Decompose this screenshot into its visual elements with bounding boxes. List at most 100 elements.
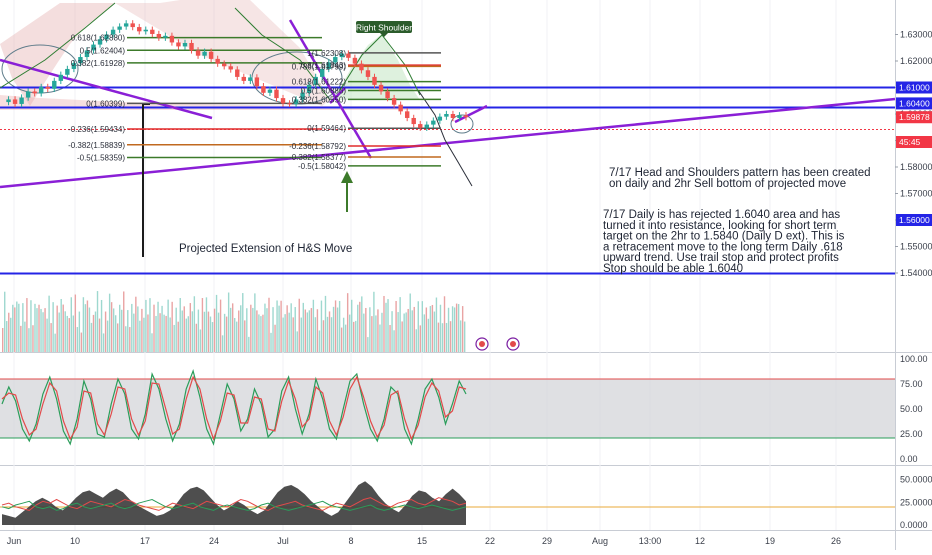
- volume-bar: [135, 296, 137, 352]
- volume-bar: [300, 317, 302, 352]
- candle-body: [19, 97, 24, 104]
- indicator-icon-2[interactable]: [506, 337, 520, 351]
- volume-bar: [38, 304, 40, 352]
- time-axis-label: 8: [348, 536, 353, 546]
- volume-bar: [463, 321, 466, 352]
- volume-bar: [244, 320, 246, 352]
- volume-bar: [211, 322, 214, 352]
- volume-bar: [213, 308, 216, 352]
- volume-bar: [28, 328, 30, 352]
- volume-bar: [304, 309, 307, 352]
- candle-body: [300, 92, 305, 100]
- volume-bar: [248, 336, 250, 352]
- fib-label-right: 0.382(1.60550): [292, 95, 347, 104]
- volume-bar: [447, 307, 450, 352]
- volume-bar: [84, 304, 87, 352]
- volume-bar: [22, 303, 24, 352]
- volume-bar: [225, 316, 228, 352]
- candle-body: [450, 114, 456, 118]
- volume-bar: [425, 307, 428, 352]
- candle-body: [130, 23, 135, 28]
- volume-bar: [314, 317, 317, 352]
- price-label-tag: 1.60400: [896, 97, 932, 110]
- note-line-daily: turned it into resistance, looking for s…: [603, 220, 836, 232]
- volume-bar: [112, 308, 115, 352]
- volume-bar: [98, 318, 101, 352]
- candle-body: [150, 29, 155, 34]
- candle-body: [411, 117, 416, 125]
- hs-outline-left: [0, 2, 116, 89]
- volume-bar: [34, 303, 36, 352]
- fib-label-left: -0.382(1.58839): [68, 141, 125, 150]
- volume-bar: [348, 314, 351, 352]
- volume-bar: [421, 301, 424, 352]
- candle-body: [195, 50, 201, 56]
- volume-bar: [199, 329, 202, 352]
- volume-bar: [8, 312, 10, 352]
- volume-bar: [92, 314, 95, 352]
- volume-bar: [2, 328, 4, 352]
- volume-bar: [151, 333, 153, 352]
- adx-axis-label: 0.0000: [900, 520, 928, 530]
- candle-body: [359, 63, 364, 71]
- price-label-tag: 1.56000: [896, 214, 932, 226]
- volume-bar: [171, 301, 173, 352]
- stoch-axis-label: 50.00: [900, 404, 923, 414]
- short-trendline: [454, 104, 488, 124]
- stoch-axis-label: 25.00: [900, 429, 923, 439]
- volume-bar: [310, 308, 313, 352]
- volume-bar: [90, 322, 93, 352]
- note-line-daily: Stop should be able 1.6040: [603, 263, 743, 275]
- time-axis-label: 26: [831, 536, 841, 546]
- adx-line-2: [1, 498, 467, 511]
- volume-bar: [276, 300, 278, 352]
- volume-bar: [351, 299, 353, 352]
- volume-bar: [177, 321, 179, 352]
- volume-bar: [169, 317, 171, 352]
- fib-label-right: 0.8(1.61843): [301, 61, 347, 70]
- volume-bar: [411, 310, 413, 352]
- volume-bar: [153, 304, 155, 352]
- price-label-text: 1.59878: [899, 112, 930, 122]
- volume-bar: [439, 304, 442, 352]
- volume-bar: [336, 307, 339, 352]
- volume-bar: [326, 316, 329, 352]
- volume-bar: [375, 315, 377, 352]
- candle-body: [352, 57, 358, 64]
- candle-body: [32, 91, 37, 94]
- volume-bar: [379, 324, 381, 352]
- volume-bar: [161, 305, 163, 352]
- time-axis-label: 10: [70, 536, 80, 546]
- candle-body: [39, 86, 44, 94]
- fib-label-left: 0.5(1.62404): [80, 46, 126, 55]
- note-line-daily: target on the 2hr to 1.5840 (Daily D ext…: [603, 231, 845, 243]
- time-axis-label: 17: [140, 536, 150, 546]
- volume-bar: [215, 294, 218, 352]
- volume-bar: [258, 314, 260, 352]
- volume-bar: [278, 305, 280, 352]
- note-line-daily: a retracement move to the long term Dail…: [603, 241, 843, 253]
- volume-bar: [332, 306, 335, 352]
- volume-bar: [250, 304, 252, 352]
- volume-bar: [42, 312, 44, 352]
- price-axis-label: 1.62000: [900, 56, 932, 66]
- volume-bar: [274, 324, 276, 352]
- volume-bar: [246, 308, 248, 352]
- volume-bar: [435, 297, 438, 352]
- volume-bar: [149, 298, 151, 352]
- volume-bar: [433, 311, 436, 352]
- volume-bar: [419, 325, 421, 352]
- volume-bar: [191, 311, 194, 352]
- candle-body: [431, 120, 436, 125]
- volume-bar: [62, 304, 64, 352]
- candle-body: [78, 57, 83, 64]
- candle-body: [91, 44, 96, 51]
- volume-bar: [102, 333, 105, 352]
- volume-bar: [72, 315, 75, 352]
- volume-bar: [185, 318, 187, 352]
- candle-body: [398, 104, 403, 112]
- volume-bar: [256, 310, 258, 352]
- indicator-icon-1[interactable]: [475, 337, 489, 351]
